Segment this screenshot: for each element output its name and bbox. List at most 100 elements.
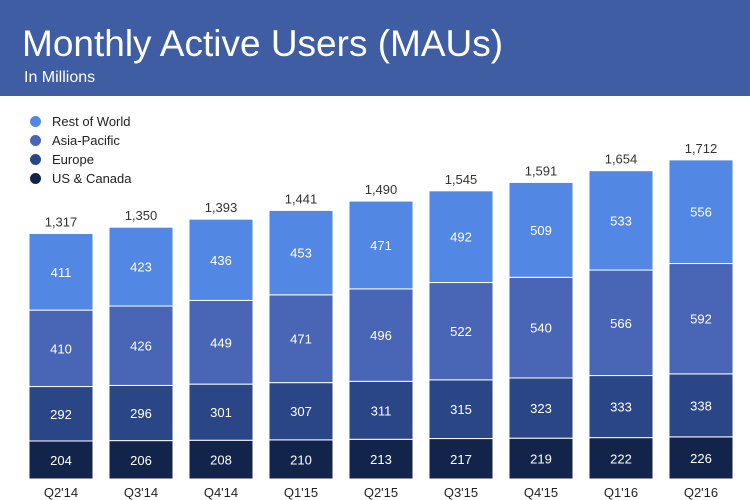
bar-segment-rest-of-world-q1-15 — [268, 209, 334, 296]
chart-title: Monthly Active Users (MAUs) — [22, 23, 504, 64]
data-label-rest-of-world-q3-14: 423 — [130, 260, 152, 275]
total-label-q4-14: 1,393 — [205, 200, 238, 215]
data-label-us-canada-q2-16: 226 — [690, 451, 712, 466]
data-label-europe-q2-16: 338 — [690, 398, 712, 413]
total-label-q1-15: 1,441 — [285, 191, 318, 206]
data-label-rest-of-world-q1-16: 533 — [610, 213, 632, 228]
data-label-us-canada-q1-16: 222 — [610, 451, 632, 466]
data-label-us-canada-q3-14: 206 — [130, 453, 152, 468]
bar-segment-rest-of-world-q3-14 — [108, 226, 174, 307]
legend-item-rest-of-world: Rest of World — [30, 112, 132, 131]
legend-label-asia-pacific: Asia-Pacific — [52, 133, 120, 148]
data-label-us-canada-q4-15: 219 — [530, 452, 552, 467]
x-tick-label-q3-15: Q3'15 — [444, 485, 478, 500]
data-label-europe-q4-14: 301 — [210, 405, 232, 420]
data-label-europe-q1-15: 307 — [290, 404, 312, 419]
data-label-us-canada-q2-14: 204 — [50, 453, 72, 468]
legend: Rest of World Asia-Pacific Europe US & C… — [30, 112, 132, 188]
legend-swatch-europe — [30, 154, 41, 165]
data-label-europe-q1-16: 333 — [610, 400, 632, 415]
bar-segment-europe-q2-15 — [348, 380, 414, 440]
legend-swatch-us-canada — [30, 173, 41, 184]
x-tick-label-q1-16: Q1'16 — [604, 485, 638, 500]
data-label-asia-pacific-q2-14: 410 — [50, 341, 72, 356]
bar-segment-europe-q2-14 — [28, 386, 94, 442]
bar-segment-europe-q4-14 — [188, 383, 254, 441]
x-tick-label-q2-15: Q2'15 — [364, 485, 398, 500]
data-label-rest-of-world-q2-14: 411 — [51, 265, 72, 280]
bar-segment-europe-q1-15 — [268, 382, 334, 441]
bar-segment-rest-of-world-q2-14 — [28, 233, 94, 311]
legend-swatch-asia-pacific — [30, 135, 41, 146]
bar-segment-asia-pacific-q4-14 — [188, 299, 254, 385]
legend-item-asia-pacific: Asia-Pacific — [30, 131, 132, 150]
data-label-asia-pacific-q4-14: 449 — [210, 335, 232, 350]
x-tick-label-q1-15: Q1'15 — [284, 485, 318, 500]
data-label-asia-pacific-q1-16: 566 — [610, 316, 632, 331]
bar-segment-asia-pacific-q2-15 — [348, 288, 414, 382]
chart-header: Monthly Active Users (MAUs) In Millions — [0, 0, 750, 96]
data-label-europe-q2-15: 311 — [371, 403, 392, 418]
x-tick-label-q2-14: Q2'14 — [44, 485, 78, 500]
total-label-q3-14: 1,350 — [125, 208, 158, 223]
bar-segment-europe-q2-16 — [668, 373, 734, 438]
data-label-asia-pacific-q1-15: 471 — [290, 332, 312, 347]
bar-segment-asia-pacific-q1-15 — [268, 294, 334, 384]
bar-segment-europe-q3-14 — [108, 384, 174, 442]
legend-item-europe: Europe — [30, 150, 132, 169]
legend-label-rest-of-world: Rest of World — [52, 114, 131, 129]
bar-segment-us-canada-q2-14 — [28, 440, 94, 480]
data-label-us-canada-q4-14: 208 — [210, 453, 232, 468]
bar-segment-rest-of-world-q2-16 — [668, 159, 734, 265]
data-label-europe-q2-14: 292 — [50, 407, 72, 422]
data-label-asia-pacific-q3-15: 522 — [450, 324, 472, 339]
data-label-us-canada-q3-15: 217 — [450, 452, 472, 467]
chart-subtitle: In Millions — [24, 69, 96, 86]
data-label-rest-of-world-q3-15: 492 — [450, 230, 472, 245]
bar-segment-europe-q4-15 — [508, 377, 574, 439]
x-tick-label-q4-15: Q4'15 — [524, 485, 558, 500]
legend-swatch-rest-of-world — [30, 116, 41, 127]
total-label-q1-16: 1,654 — [605, 152, 638, 167]
data-label-asia-pacific-q3-14: 426 — [130, 339, 152, 354]
bar-segment-asia-pacific-q4-15 — [508, 276, 574, 379]
data-label-europe-q3-15: 315 — [450, 402, 472, 417]
bar-segment-rest-of-world-q1-16 — [588, 170, 654, 271]
data-label-rest-of-world-q2-15: 471 — [370, 238, 392, 253]
bar-segment-europe-q3-15 — [428, 379, 494, 440]
bar-segment-rest-of-world-q4-14 — [188, 218, 254, 301]
data-label-asia-pacific-q4-15: 540 — [530, 321, 552, 336]
total-label-q2-14: 1,317 — [45, 215, 78, 230]
data-label-us-canada-q1-15: 210 — [290, 452, 312, 467]
x-tick-label-q2-16: Q2'16 — [684, 485, 718, 500]
bar-segment-asia-pacific-q3-15 — [428, 282, 494, 381]
bar-segment-us-canada-q3-14 — [108, 440, 174, 480]
bar-segment-rest-of-world-q2-15 — [348, 200, 414, 290]
data-label-asia-pacific-q2-15: 496 — [370, 328, 392, 343]
bar-segment-us-canada-q1-15 — [268, 439, 334, 480]
legend-label-europe: Europe — [52, 152, 94, 167]
x-tick-label-q4-14: Q4'14 — [204, 485, 238, 500]
legend-label-us-canada: US & Canada — [52, 171, 132, 186]
data-label-rest-of-world-q1-15: 453 — [290, 246, 312, 261]
bar-segment-asia-pacific-q2-14 — [28, 309, 94, 388]
data-label-rest-of-world-q4-14: 436 — [210, 253, 232, 268]
x-tick-label-q3-14: Q3'14 — [124, 485, 158, 500]
total-label-q3-15: 1,545 — [445, 172, 478, 187]
total-label-q4-15: 1,591 — [525, 163, 558, 178]
data-label-us-canada-q2-15: 213 — [370, 452, 392, 467]
bar-segment-rest-of-world-q3-15 — [428, 190, 494, 284]
bar-segment-us-canada-q4-14 — [188, 439, 254, 480]
data-label-asia-pacific-q2-16: 592 — [690, 312, 712, 327]
legend-item-us-canada: US & Canada — [30, 169, 132, 188]
data-label-europe-q3-14: 296 — [130, 406, 152, 421]
bar-segment-asia-pacific-q2-16 — [668, 263, 734, 375]
data-label-europe-q4-15: 323 — [530, 401, 552, 416]
bar-segment-us-canada-q3-15 — [428, 438, 494, 480]
data-label-rest-of-world-q2-16: 556 — [690, 205, 712, 220]
bar-segment-asia-pacific-q3-14 — [108, 305, 174, 386]
bar-segment-rest-of-world-q4-15 — [508, 181, 574, 278]
total-label-q2-15: 1,490 — [365, 182, 398, 197]
data-label-rest-of-world-q4-15: 509 — [530, 223, 552, 238]
